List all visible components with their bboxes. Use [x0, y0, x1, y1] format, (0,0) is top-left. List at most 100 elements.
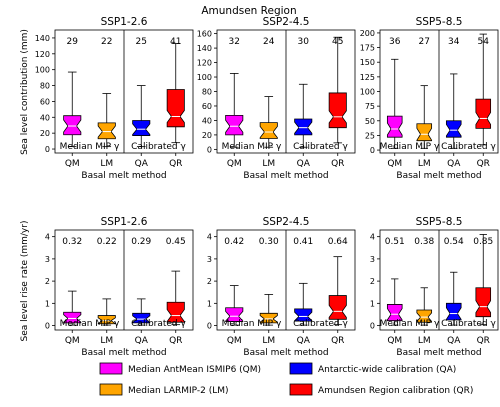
x-tick-label: QM	[227, 159, 242, 169]
panel-2: SSP2-4.5 0 20 40 60 80 100 120 140 160 32 QM 24 LM 30 Q…	[197, 16, 356, 181]
y-tick-label: 80	[202, 88, 212, 97]
box-QM	[386, 278, 403, 326]
x-tick-label: QR	[331, 336, 344, 346]
x-tick-label: QA	[447, 336, 461, 346]
x-tick-label: QA	[447, 159, 461, 169]
box-QA	[132, 298, 151, 326]
box-body	[132, 120, 151, 136]
box-QR	[475, 234, 492, 326]
x-tick-label: QR	[169, 159, 182, 169]
box-body	[225, 114, 244, 136]
box-QR	[475, 33, 492, 146]
legend-swatch	[99, 383, 123, 396]
x-axis-label: Basal melt method	[243, 171, 328, 181]
panel-title: SSP2-4.5	[263, 216, 310, 228]
legend: Median AntMean ISMIP6 (QM) Median LARMIP-…	[99, 362, 473, 396]
x-tick-label: LM	[418, 336, 431, 346]
median-value-label: 30	[298, 37, 310, 47]
box-QR	[166, 43, 185, 144]
x-axis-label: Basal melt method	[243, 348, 328, 358]
box-QA	[294, 282, 313, 326]
box-body	[97, 315, 116, 325]
x-tick-label: LM	[100, 159, 113, 169]
box-body	[294, 118, 313, 136]
median-value-label: 0.38	[414, 237, 434, 247]
median-value-label: 29	[67, 37, 79, 47]
group-label: Median MIP γ	[60, 142, 120, 152]
group-label: Median MIP γ	[380, 319, 440, 329]
median-value-label: 0.22	[97, 237, 117, 247]
y-tick-label: 2	[45, 277, 50, 286]
box-body	[63, 115, 82, 136]
box-body	[445, 302, 462, 321]
legend-item-QM: Median AntMean ISMIP6 (QM)	[99, 362, 261, 375]
x-tick-label: QA	[297, 336, 311, 346]
x-tick-label: QA	[135, 159, 149, 169]
y-tick-label: 2	[370, 277, 375, 286]
box-LM	[259, 96, 278, 148]
box-body	[386, 304, 403, 322]
x-axis-label: Basal melt method	[81, 171, 166, 181]
median-value-label: 27	[419, 37, 430, 47]
y-tick-label: 60	[202, 102, 212, 111]
panel-title: SSP5-8.5	[416, 216, 463, 228]
y-tick-label: 60	[40, 97, 50, 106]
y-axis-label: Sea level rise rate (mm/yr)	[20, 221, 30, 342]
x-tick-label: LM	[418, 159, 431, 169]
y-tick-label: 175	[360, 44, 375, 53]
axes-frame	[54, 29, 194, 154]
box-QR	[328, 36, 347, 144]
y-axis-label: Sea level contribution (mm)	[20, 29, 30, 155]
legend-item-QR: Amundsen Region calibration (QR)	[289, 383, 473, 396]
box-QA	[445, 271, 462, 326]
legend-swatch	[289, 383, 313, 396]
median-value-label: 0.41	[293, 237, 313, 247]
box-body	[166, 301, 185, 323]
x-axis-label: Basal melt method	[396, 171, 481, 181]
y-tick-label: 4	[370, 233, 375, 242]
median-value-label: 36	[389, 37, 401, 47]
x-tick-label: QA	[135, 336, 149, 346]
y-tick-label: 20	[40, 129, 50, 138]
box-body	[386, 115, 403, 138]
panel-title: SSP1-2.6	[101, 216, 148, 228]
x-tick-label: LM	[262, 336, 275, 346]
group-label: Calibrated γ	[293, 142, 348, 152]
legend-label: Amundsen Region calibration (QR)	[318, 386, 473, 396]
y-tick-label: 1	[45, 299, 50, 308]
box-QR	[166, 270, 185, 326]
median-value-label: 32	[229, 37, 240, 47]
box-body	[132, 312, 151, 324]
box-LM	[259, 294, 278, 326]
y-tick-label: 120	[35, 50, 50, 59]
median-value-label: 0.29	[131, 237, 151, 247]
group-label: Calibrated γ	[293, 319, 348, 329]
y-tick-label: 40	[40, 113, 50, 122]
box-body	[445, 120, 462, 138]
legend-item-LM: Median LARMIP-2 (LM)	[99, 383, 229, 396]
box-body	[475, 98, 492, 129]
panel-5: SSP2-4.5 0 1 2 3 4 0.42 QM 0.30 LM 0.41 QA 0.64 QR Med…	[207, 216, 356, 358]
x-tick-label: QR	[169, 336, 182, 346]
panel-6: SSP5-8.5 0 1 2 3 4 0.51 QM 0.38 LM 0.54 QA 0.85 QR Med…	[370, 216, 499, 358]
legend-swatch	[289, 362, 313, 375]
box-QM	[63, 71, 82, 148]
y-tick-label: 160	[197, 30, 212, 39]
y-tick-label: 25	[365, 131, 375, 140]
panel-title: SSP1-2.6	[101, 16, 148, 28]
box-LM	[416, 85, 433, 149]
x-axis-label: Basal melt method	[81, 348, 166, 358]
group-label: Median MIP γ	[222, 319, 282, 329]
x-tick-label: QA	[297, 159, 311, 169]
median-value-label: 0.42	[224, 237, 244, 247]
y-tick-label: 50	[365, 117, 375, 126]
group-label: Calibrated γ	[441, 319, 496, 329]
x-axis-label: Basal melt method	[396, 348, 481, 358]
y-tick-label: 0	[370, 322, 375, 331]
axes-frame	[216, 29, 356, 154]
legend-swatch	[99, 362, 123, 375]
y-tick-label: 100	[360, 88, 375, 97]
figure-title: Amundsen Region	[201, 5, 296, 17]
